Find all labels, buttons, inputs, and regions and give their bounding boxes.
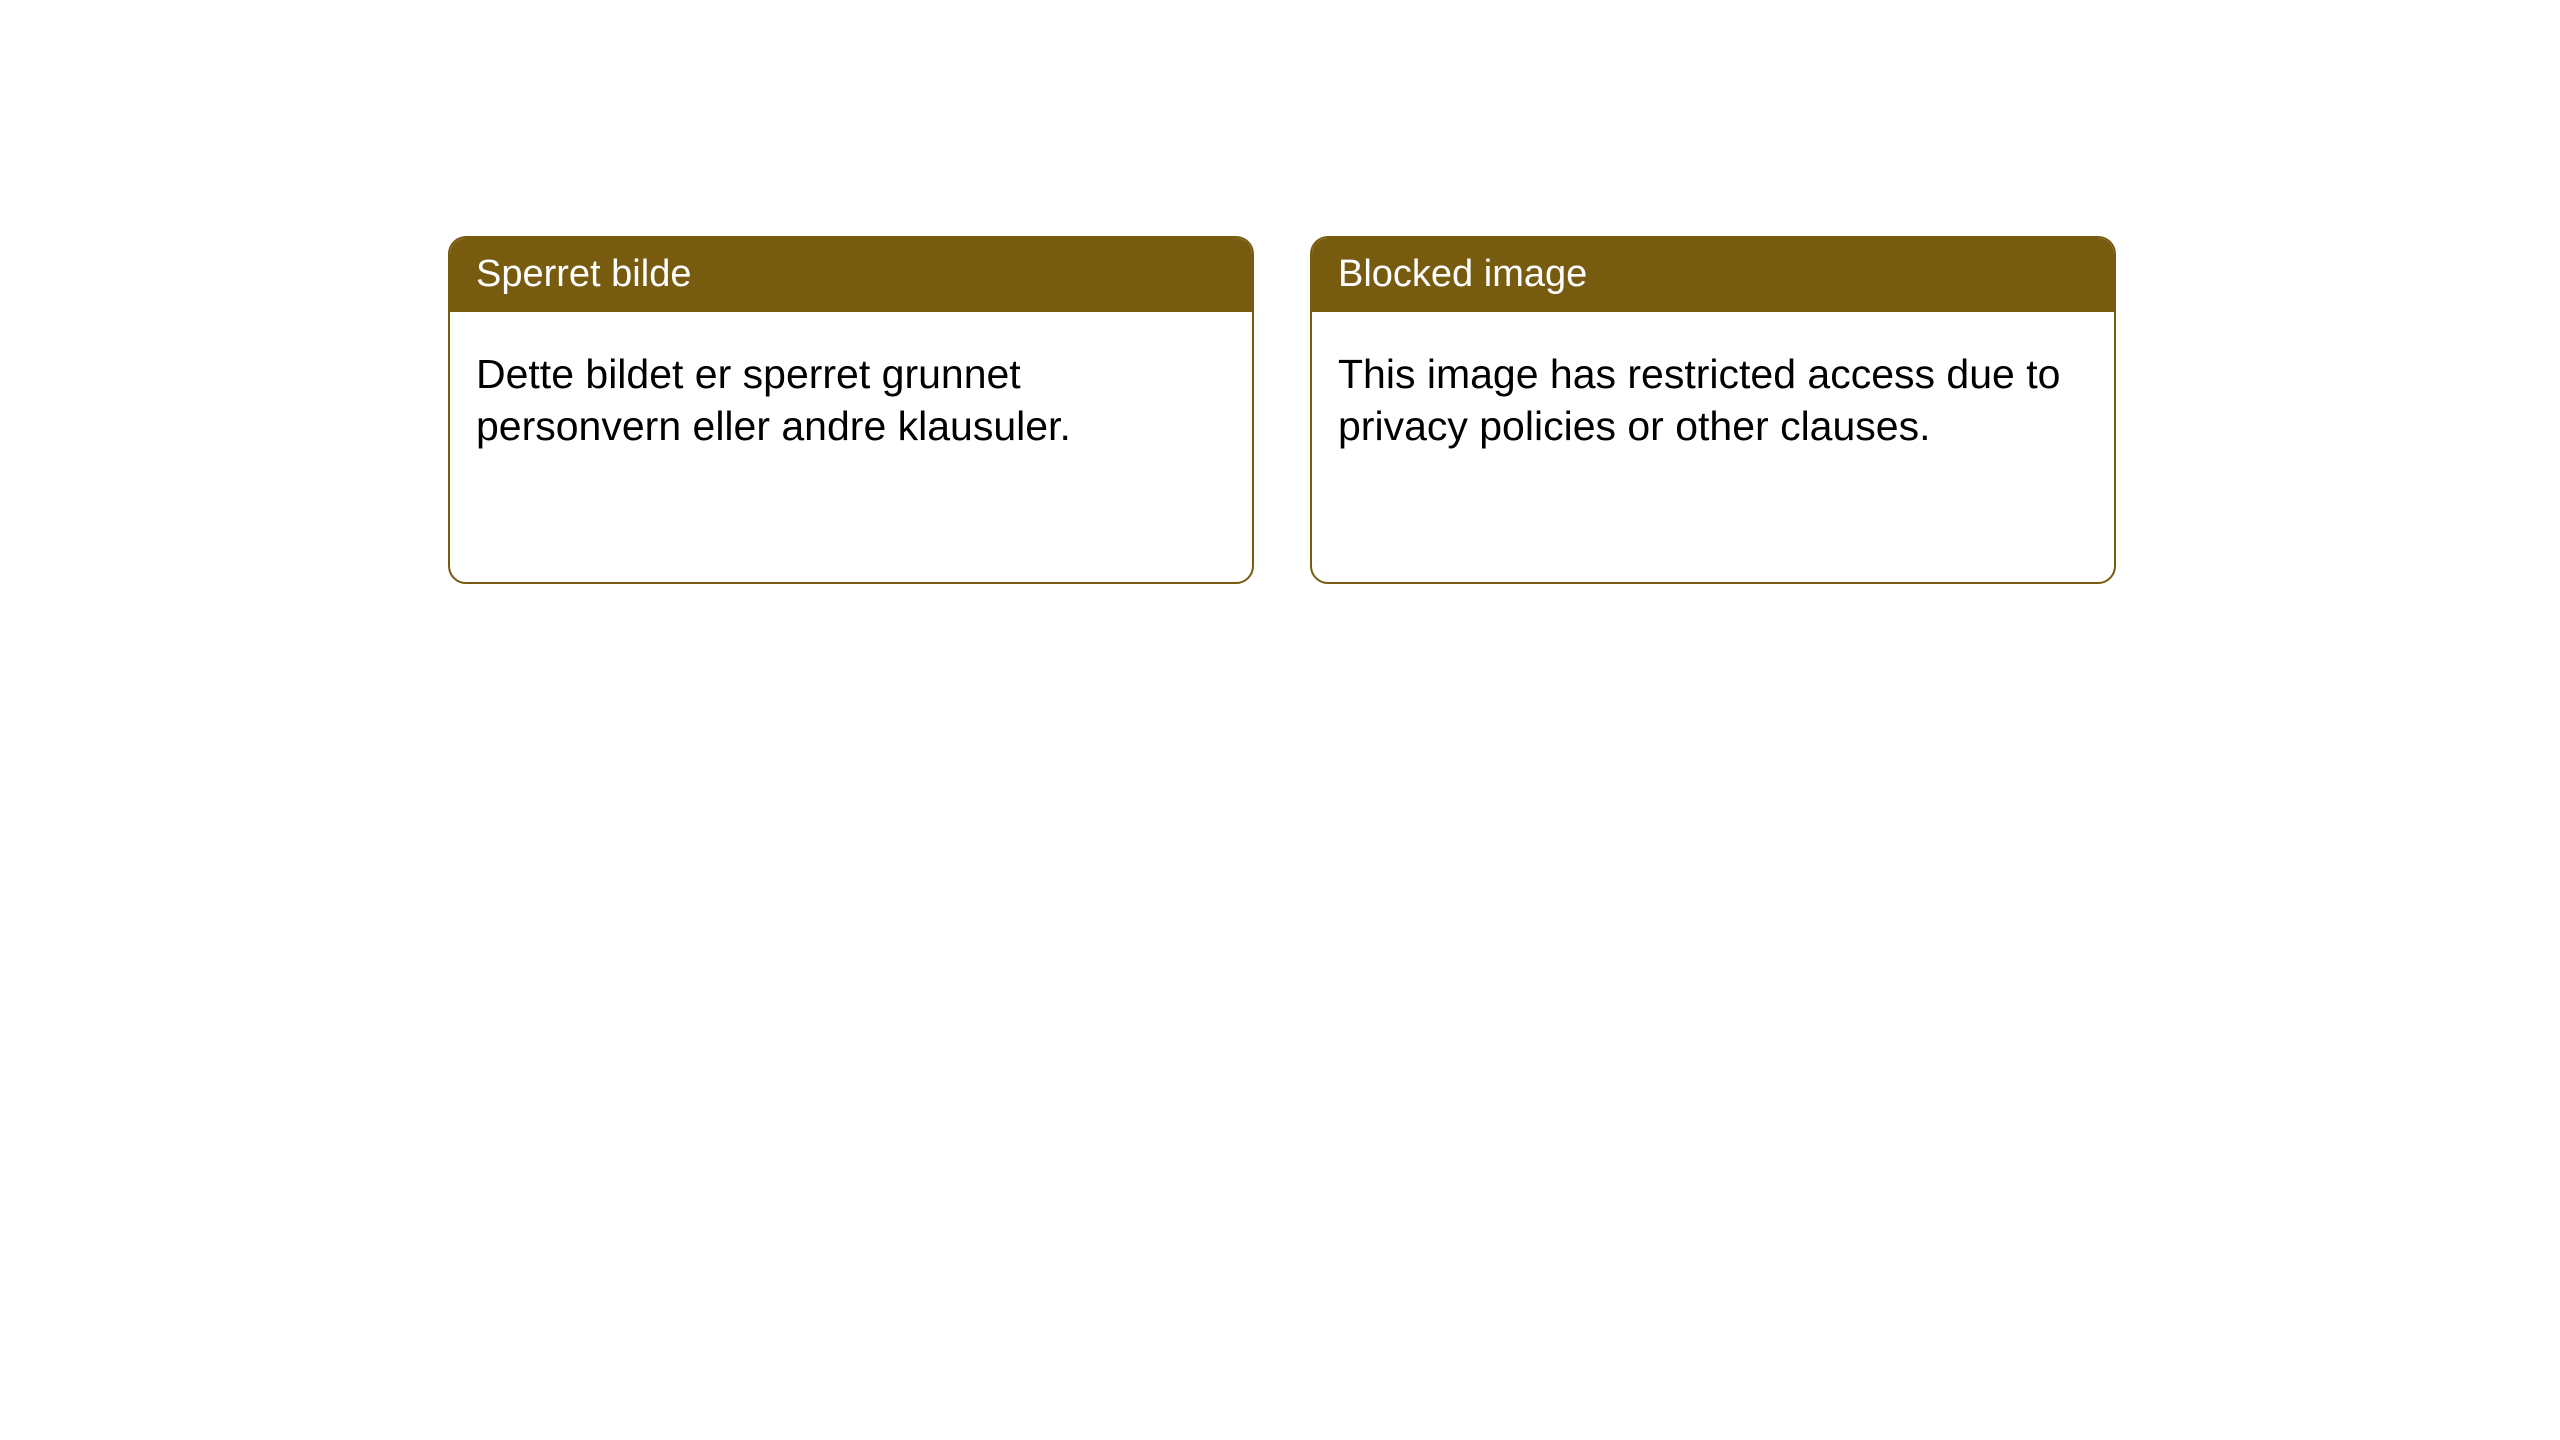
notice-card-norwegian: Sperret bilde Dette bildet er sperret gr…: [448, 236, 1254, 584]
card-body: Dette bildet er sperret grunnet personve…: [450, 312, 1252, 582]
notice-card-english: Blocked image This image has restricted …: [1310, 236, 2116, 584]
card-header: Blocked image: [1312, 238, 2114, 312]
notice-cards-container: Sperret bilde Dette bildet er sperret gr…: [448, 236, 2116, 584]
card-header: Sperret bilde: [450, 238, 1252, 312]
card-body: This image has restricted access due to …: [1312, 312, 2114, 582]
